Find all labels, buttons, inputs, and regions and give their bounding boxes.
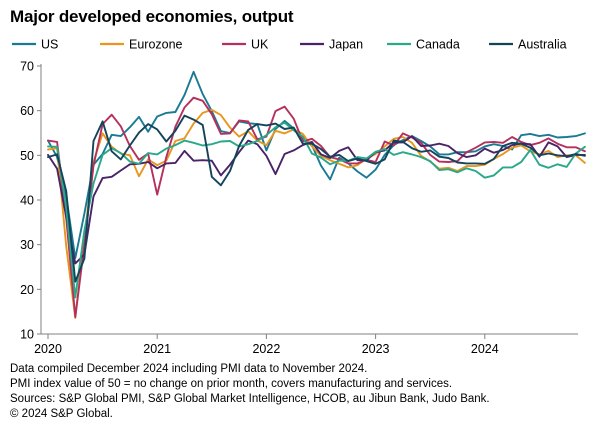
legend-item-canada: Canada — [387, 38, 460, 52]
x-tick-label: 2020 — [34, 342, 62, 356]
y-tick-label: 70 — [20, 60, 34, 74]
legend-item-eurozone: Eurozone — [100, 38, 183, 52]
x-tick-label: 2022 — [252, 342, 280, 356]
note-data-compiled: Data compiled December 2024 including PM… — [10, 363, 368, 375]
note-sources: Sources: S&P Global PMI, S&P Global Mark… — [10, 393, 490, 405]
y-tick-label: 40 — [20, 194, 34, 208]
legend-item-us: US — [12, 38, 58, 52]
legend: US Eurozone UK Japan Canada Australia — [12, 38, 567, 52]
chart-notes: Data compiled December 2024 including PM… — [10, 362, 490, 422]
x-tick-label: 2024 — [471, 342, 499, 356]
series-line-canada — [47, 121, 586, 299]
legend-label: UK — [251, 38, 269, 52]
legend-item-australia: Australia — [489, 38, 567, 52]
y-tick-label: 50 — [20, 149, 34, 163]
legend-label: Australia — [518, 38, 567, 52]
legend-item-uk: UK — [222, 38, 269, 52]
legend-label: US — [41, 38, 58, 52]
y-tick-label: 10 — [20, 328, 34, 342]
y-tick-label: 60 — [20, 104, 34, 118]
x-axis: 2020 2021 2022 2023 2024 — [34, 333, 578, 356]
legend-label: Japan — [329, 38, 363, 52]
x-tick-label: 2021 — [143, 342, 171, 356]
legend-label: Canada — [416, 38, 460, 52]
x-tick-label: 2023 — [362, 342, 390, 356]
y-tick-label: 30 — [20, 238, 34, 252]
chart-title: Major developed economies, output — [10, 7, 294, 26]
note-pmi-definition: PMI index value of 50 = no change on pri… — [10, 378, 453, 390]
note-copyright: © 2024 S&P Global. — [10, 408, 113, 420]
legend-label: Eurozone — [129, 38, 183, 52]
legend-item-japan: Japan — [300, 38, 363, 52]
series-lines — [47, 70, 586, 319]
series-line-uk — [47, 96, 586, 318]
series-line-australia — [47, 114, 586, 283]
y-tick-label: 20 — [20, 283, 34, 297]
y-axis: 10 20 30 40 50 60 70 — [20, 60, 42, 342]
